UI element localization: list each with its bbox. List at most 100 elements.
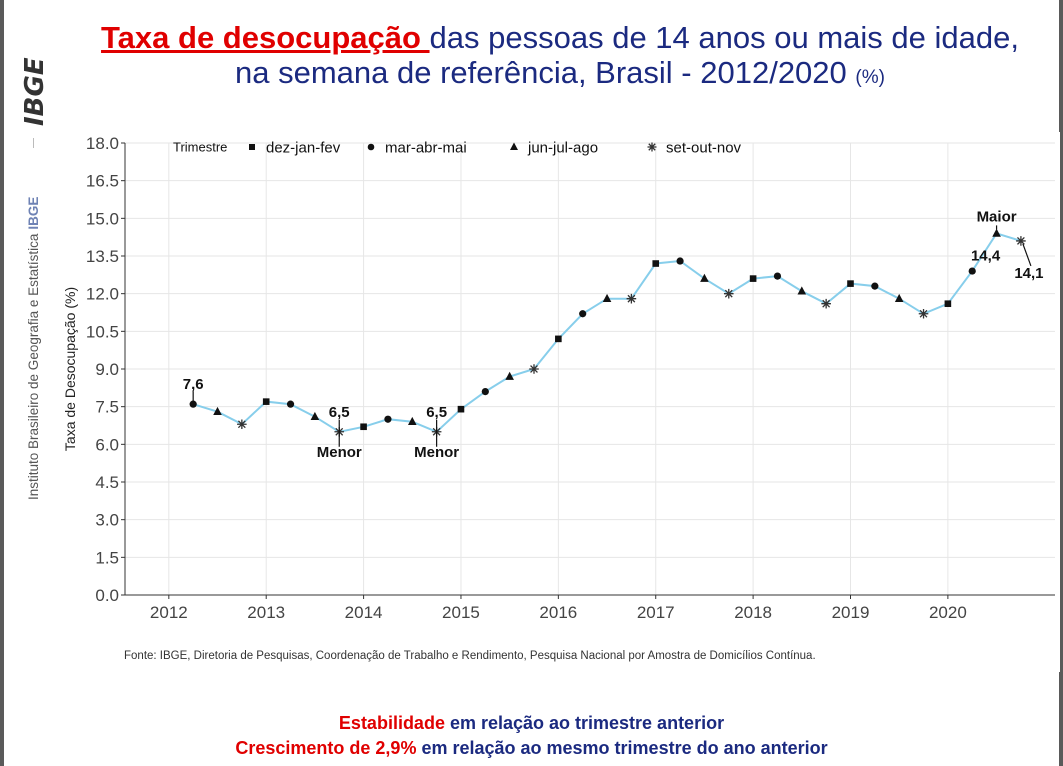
sidebar-institution-text: Instituto Brasileiro de Geografia e Esta… (26, 160, 41, 500)
data-point (407, 416, 417, 426)
chart-panel: 0.0 1.5 3.0 4.5 6.0 7.5 9.0 10.5 12.0 13.5 15.0 16.… (55, 132, 1060, 672)
x-tick-label: 2018 (734, 603, 772, 622)
data-point (918, 308, 929, 319)
x-tick-label: 2013 (247, 603, 285, 622)
summary-line-1: Estabilidade em relação ao trimestre ant… (0, 711, 1063, 736)
chart-source-note: Fonte: IBGE, Diretoria de Pesquisas, Coo… (124, 650, 816, 662)
annotation-value: 6,5 (329, 404, 350, 421)
data-point (237, 419, 247, 430)
annotation-label: Menor (414, 444, 459, 461)
data-point (676, 257, 684, 265)
summary-line-2: Crescimento de 2,9% em relação ao mesmo … (0, 736, 1063, 761)
ibge-logo: IBGE (21, 57, 49, 126)
y-tick-label: 9.0 (95, 360, 119, 379)
summary-text: Estabilidade em relação ao trimestre ant… (0, 711, 1063, 761)
data-point (626, 293, 637, 304)
data-point (847, 280, 854, 287)
y-tick-label: 3.0 (95, 511, 119, 530)
y-tick-label: 4.5 (95, 473, 119, 492)
y-tick-label: 7.5 (95, 398, 119, 417)
x-tick-label: 2014 (345, 603, 383, 622)
data-point (360, 423, 367, 431)
data-point (384, 415, 392, 423)
sidebar-divider (33, 138, 34, 148)
data-point (189, 400, 197, 408)
data-point (579, 310, 587, 318)
y-tick-label: 6.0 (95, 435, 119, 454)
data-point (505, 371, 514, 380)
legend-title: Trimestre (173, 140, 227, 155)
summary-1-rest: em relação ao trimestre anterior (444, 713, 725, 733)
y-tick-label: 12.0 (86, 285, 119, 304)
annotation-label: Maior (977, 208, 1017, 225)
title-rest-1: das pessoas de 14 anos ou mais de idade, (429, 20, 1019, 55)
legend-label: mar-abr-mai (385, 140, 467, 157)
y-tick-label: 18.0 (86, 134, 119, 153)
x-tick-label: 2016 (539, 603, 577, 622)
data-point (652, 260, 660, 267)
legend-label: set-out-nov (666, 140, 742, 157)
legend-label: jun-jul-ago (527, 140, 598, 157)
legend-label: dez-jan-fev (266, 140, 341, 157)
data-point (602, 293, 612, 302)
legend-marker (367, 143, 375, 151)
data-point (310, 411, 320, 421)
series-line (192, 232, 1022, 433)
y-tick-label: 10.5 (86, 322, 119, 341)
data-point (773, 272, 782, 280)
legend-marker (249, 144, 255, 150)
data-point (529, 364, 539, 374)
data-point (481, 388, 489, 396)
data-point (797, 286, 807, 295)
data-point (749, 275, 757, 282)
ibge-logo-text: IBGE (21, 57, 49, 126)
institution-name: Instituto Brasileiro de Geografia e Esta… (26, 233, 41, 500)
y-axis-title: Taxa de Desocupação (%) (62, 287, 78, 451)
data-point (723, 288, 734, 299)
title-unit: (%) (855, 67, 885, 88)
summary-2-rest: em relação ao mesmo trimestre do ano ant… (416, 738, 828, 758)
y-tick-label: 1.5 (95, 548, 119, 567)
x-tick-label: 2017 (637, 603, 675, 622)
title-highlight: Taxa de desocupação (101, 20, 430, 55)
data-point (992, 228, 1001, 237)
data-point (286, 400, 295, 408)
annotation-label: Menor (317, 444, 362, 461)
y-tick-label: 13.5 (86, 247, 119, 266)
summary-1-highlight: Estabilidade (338, 713, 445, 733)
data-point (213, 406, 222, 415)
data-point (968, 267, 976, 275)
data-point (555, 335, 562, 343)
annotation-value: 14,4 (971, 247, 1001, 264)
title-line-2: na semana de referência, Brasil - 2012/2… (60, 55, 1060, 95)
legend-marker (510, 142, 518, 150)
annotation-leader (1022, 243, 1032, 267)
data-point (871, 282, 879, 290)
data-point (944, 300, 952, 308)
x-tick-label: 2015 (442, 603, 480, 622)
title-line-1: Taxa de desocupação das pessoas de 14 an… (60, 20, 1060, 55)
annotation-value: 7,6 (183, 376, 204, 393)
frame-border-right (1059, 0, 1063, 766)
frame-border-left (0, 0, 4, 766)
summary-2-highlight: Crescimento de 2,9% (235, 738, 417, 758)
data-point (821, 298, 831, 309)
data-point (457, 405, 465, 413)
data-point (894, 293, 904, 302)
title-rest-2: na semana de referência, Brasil - 2012/2… (235, 55, 847, 90)
data-point (1016, 236, 1026, 246)
x-tick-label: 2020 (929, 603, 967, 622)
y-tick-label: 16.5 (86, 172, 119, 191)
legend-marker (647, 142, 657, 152)
y-tick-label: 0.0 (95, 586, 119, 605)
x-tick-label: 2019 (832, 603, 870, 622)
line-chart: 0.0 1.5 3.0 4.5 6.0 7.5 9.0 10.5 12.0 13.5 15.0 16.… (62, 134, 1055, 622)
y-tick-label: 15.0 (86, 209, 119, 228)
annotation-value: 14,1 (1014, 265, 1043, 282)
institution-acronym: IBGE (26, 196, 41, 230)
data-point (700, 273, 709, 282)
page-title: Taxa de desocupação das pessoas de 14 an… (60, 20, 1060, 95)
data-point (262, 398, 270, 405)
annotation-value: 6,5 (426, 404, 447, 421)
